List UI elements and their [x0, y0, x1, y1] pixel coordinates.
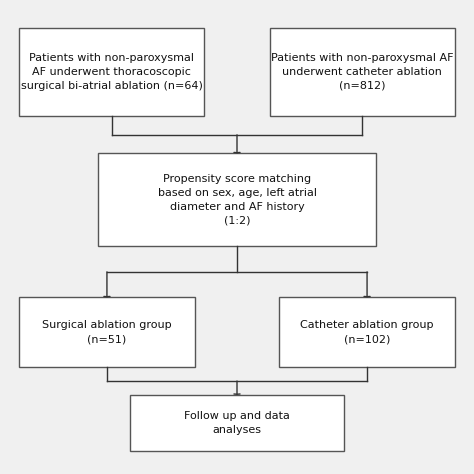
Text: Surgical ablation group
(n=51): Surgical ablation group (n=51)	[42, 320, 172, 344]
Text: Catheter ablation group
(n=102): Catheter ablation group (n=102)	[301, 320, 434, 344]
FancyBboxPatch shape	[18, 28, 204, 116]
FancyBboxPatch shape	[98, 154, 376, 246]
FancyBboxPatch shape	[130, 395, 344, 451]
FancyBboxPatch shape	[279, 297, 456, 367]
Text: Follow up and data
analyses: Follow up and data analyses	[184, 411, 290, 435]
Text: Patients with non-paroxysmal AF
underwent catheter ablation
(n=812): Patients with non-paroxysmal AF underwen…	[271, 54, 454, 91]
Text: Patients with non-paroxysmal
AF underwent thoracoscopic
surgical bi-atrial ablat: Patients with non-paroxysmal AF underwen…	[21, 54, 202, 91]
Text: Propensity score matching
based on sex, age, left atrial
diameter and AF history: Propensity score matching based on sex, …	[157, 174, 317, 225]
FancyBboxPatch shape	[18, 297, 195, 367]
FancyBboxPatch shape	[270, 28, 456, 116]
